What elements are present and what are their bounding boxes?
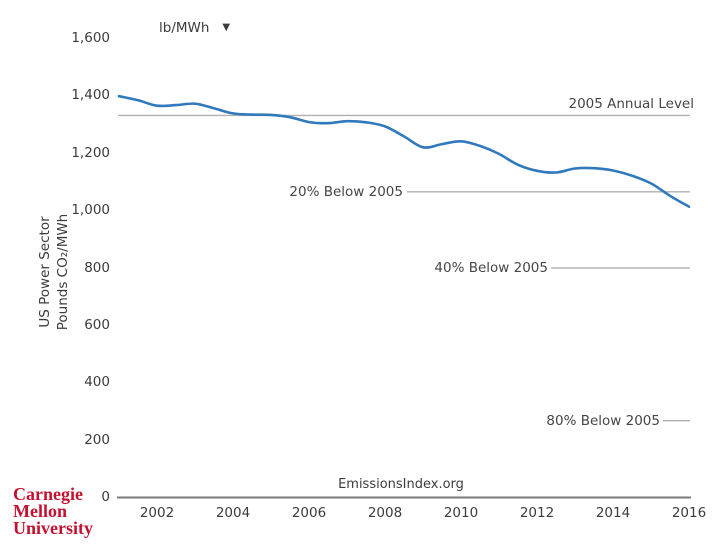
x-tick-label: 2008 [367,505,403,521]
y-tick-label: 400 [84,374,110,391]
reference-line-label: 40% Below 2005 [434,260,548,277]
cmu-logo-line2: Mellon [13,501,67,521]
x-tick-label: 2004 [215,505,251,521]
x-tick-label: 2012 [519,505,555,521]
x-tick-label: 2002 [139,505,175,521]
x-tick-label: 2006 [291,505,327,521]
y-tick-label: 600 [84,316,110,333]
y-tick-label: 0 [101,489,110,505]
chevron-down-icon: ▼ [222,22,231,33]
x-tick-label: 2016 [671,505,707,521]
y-tick-label: 1,400 [71,87,110,104]
y-tick-label: 1,000 [71,202,110,219]
cmu-logo: Carnegie Mellon University [13,484,93,538]
x-tick-label: 2014 [595,505,631,521]
reference-line-label: 80% Below 2005 [546,412,660,429]
source-label: EmissionsIndex.org [338,477,464,492]
y-tick-label: 1,600 [71,30,110,46]
emissions-series-line [117,94,691,208]
unit-selector-dropdown[interactable]: lb/MWh ▼ [159,20,230,36]
reference-line-label: 20% Below 2005 [289,183,403,200]
y-tick-label: 200 [84,431,110,448]
unit-selector-label: lb/MWh [159,20,210,36]
y-tick-label: 1,200 [71,144,110,161]
reference-line-label: 2005 Annual Level [568,96,694,113]
cmu-logo-line1: Carnegie [13,484,83,504]
y-tick-label: 800 [84,259,110,276]
x-tick-label: 2010 [443,505,479,521]
cmu-logo-line3: University [13,518,93,538]
